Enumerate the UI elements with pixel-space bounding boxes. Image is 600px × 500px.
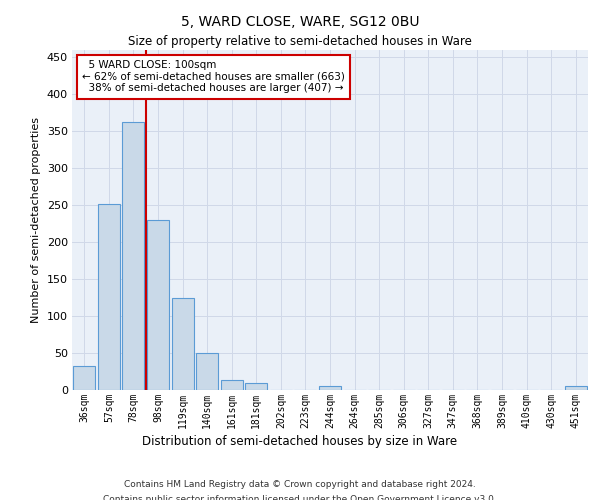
Bar [172,298,194,390]
Bar [73,366,95,390]
Bar [196,353,218,390]
Text: Contains HM Land Registry data © Crown copyright and database right 2024.: Contains HM Land Registry data © Crown c… [124,480,476,489]
Text: Contains public sector information licensed under the Open Government Licence v3: Contains public sector information licen… [103,495,497,500]
Text: Size of property relative to semi-detached houses in Ware: Size of property relative to semi-detach… [128,35,472,48]
Text: Distribution of semi-detached houses by size in Ware: Distribution of semi-detached houses by … [142,435,458,448]
Bar [319,386,341,390]
Bar [245,382,268,390]
Y-axis label: Number of semi-detached properties: Number of semi-detached properties [31,117,41,323]
Bar [221,380,243,390]
Bar [98,204,120,390]
Text: 5, WARD CLOSE, WARE, SG12 0BU: 5, WARD CLOSE, WARE, SG12 0BU [181,15,419,29]
Bar [147,220,169,390]
Bar [122,122,145,390]
Text: 5 WARD CLOSE: 100sqm
← 62% of semi-detached houses are smaller (663)
  38% of se: 5 WARD CLOSE: 100sqm ← 62% of semi-detac… [82,60,345,94]
Bar [565,386,587,390]
